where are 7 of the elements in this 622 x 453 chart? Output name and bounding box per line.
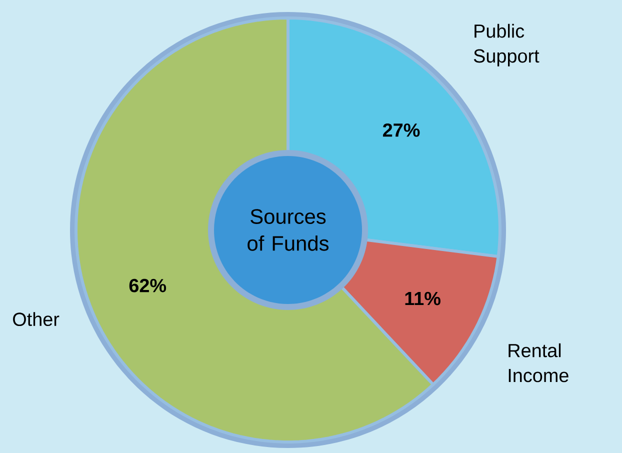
text: Sources of Funds	[248, 209, 329, 251]
data-label: 27%	[382, 123, 420, 137]
slice-label: Other	[13, 312, 60, 326]
data-label: 11%	[405, 292, 440, 306]
data-label: 62%	[129, 278, 166, 292]
slice-label: Rental Income	[508, 343, 568, 382]
slice-label: Public Support	[474, 24, 540, 66]
